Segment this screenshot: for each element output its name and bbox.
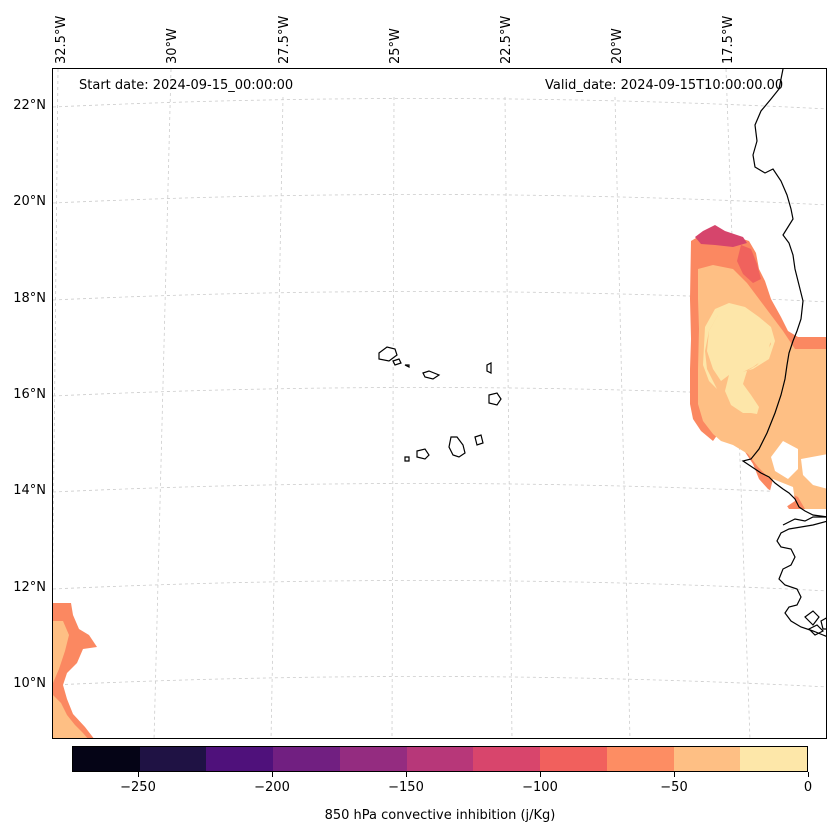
parallel-22n bbox=[53, 98, 826, 110]
lon-label-17-5w: 17.5°W bbox=[721, 15, 736, 64]
lat-label-12n: 12°N bbox=[13, 580, 46, 595]
cin-area-minus-100-east bbox=[737, 245, 761, 283]
valid-date-label: Valid_date: 2024-09-15T10:00:00.00 bbox=[545, 78, 784, 93]
lon-label-27-5w: 27.5°W bbox=[277, 15, 292, 64]
cin-area-minus-125-east bbox=[695, 225, 747, 247]
colorbar bbox=[72, 746, 808, 772]
island-santiago bbox=[448, 436, 466, 458]
cin-area-minus-25-east-core bbox=[707, 307, 771, 413]
cb-tick-0 bbox=[808, 772, 809, 777]
cb-label-250: −250 bbox=[120, 780, 156, 795]
bijagos-islands-1 bbox=[804, 610, 820, 626]
meridian-30w bbox=[153, 69, 172, 738]
cin-area-minus-50-sw bbox=[53, 621, 69, 683]
lat-label-22n: 22°N bbox=[13, 98, 46, 113]
bijagos-islands-3 bbox=[820, 617, 826, 630]
colorbar-segment bbox=[206, 747, 274, 771]
cb-tick-100 bbox=[540, 772, 541, 777]
meridian-17-5w bbox=[725, 69, 751, 738]
cb-label-150: −150 bbox=[388, 780, 424, 795]
cin-gap-coast-2 bbox=[801, 454, 826, 489]
cin-gap-coast-3 bbox=[768, 479, 795, 509]
cb-label-0: 0 bbox=[803, 780, 813, 795]
meridian-27-5w bbox=[270, 96, 284, 738]
colorbar-segment bbox=[540, 747, 607, 771]
africa-coastline-south bbox=[776, 520, 826, 637]
island-santa-luzia bbox=[404, 364, 410, 368]
cin-area-minus-25-east bbox=[703, 303, 775, 414]
colorbar-segment bbox=[606, 747, 674, 771]
lon-label-20w: 20°W bbox=[610, 28, 625, 64]
lon-label-32-5w: 32.5°W bbox=[54, 15, 69, 64]
island-fogo bbox=[416, 448, 430, 460]
cb-tick-250 bbox=[138, 772, 139, 777]
gridlines bbox=[53, 69, 826, 738]
cb-tick-50 bbox=[674, 772, 675, 777]
colorbar-segment bbox=[139, 747, 207, 771]
island-sao-nicolau bbox=[422, 370, 441, 380]
island-maio bbox=[474, 434, 484, 446]
cb-label-100: −100 bbox=[522, 780, 558, 795]
island-boa-vista bbox=[488, 392, 502, 406]
parallel-14n bbox=[53, 483, 826, 495]
colorbar-segment bbox=[473, 747, 541, 771]
cb-label-200: −200 bbox=[254, 780, 290, 795]
island-brava bbox=[404, 456, 410, 462]
lon-label-30w: 30°W bbox=[165, 28, 180, 64]
colorbar-segment bbox=[673, 747, 741, 771]
lon-label-25w: 25°W bbox=[388, 28, 403, 64]
lat-label-14n: 14°N bbox=[13, 483, 46, 498]
start-date-label: Start date: 2024-09-15_00:00:00 bbox=[79, 78, 294, 93]
cin-gap-coast-1 bbox=[771, 441, 798, 479]
cb-label-50: −50 bbox=[660, 780, 688, 795]
island-santo-antao bbox=[378, 346, 398, 362]
gambia-inlet bbox=[782, 516, 826, 526]
cape-verde-islands bbox=[378, 346, 502, 462]
meridian-22-5w bbox=[504, 96, 513, 738]
colorbar-segment bbox=[740, 747, 808, 771]
colorbar-segment bbox=[273, 747, 340, 771]
cin-field-southwest bbox=[53, 603, 97, 738]
lat-label-10n: 10°N bbox=[13, 676, 46, 691]
island-sal bbox=[486, 362, 492, 374]
colorbar-title: 850 hPa convective inhibition (j/Kg) bbox=[324, 808, 556, 823]
parallel-12n bbox=[53, 580, 826, 592]
colorbar-segment bbox=[73, 747, 140, 771]
bijagos-islands-2 bbox=[807, 624, 825, 636]
parallel-10n bbox=[53, 676, 826, 688]
lat-label-16n: 16°N bbox=[13, 387, 46, 402]
map-canvas bbox=[53, 69, 826, 738]
meridian-20w bbox=[614, 96, 631, 738]
lat-label-18n: 18°N bbox=[13, 291, 46, 306]
cin-field-east bbox=[690, 225, 826, 509]
lat-label-20n: 20°N bbox=[13, 194, 46, 209]
cin-area-minus-50-sw-2 bbox=[53, 695, 88, 738]
map-panel bbox=[52, 68, 827, 739]
colorbar-segment bbox=[406, 747, 474, 771]
cb-tick-200 bbox=[272, 772, 273, 777]
meridian-25w bbox=[391, 96, 395, 738]
coastline bbox=[741, 69, 826, 637]
parallel-20n bbox=[53, 194, 826, 206]
colorbar-segment bbox=[339, 747, 407, 771]
island-sao-vicente bbox=[392, 358, 402, 366]
africa-coastline bbox=[741, 69, 826, 518]
lon-label-22-5w: 22.5°W bbox=[499, 15, 514, 64]
cb-tick-150 bbox=[406, 772, 407, 777]
